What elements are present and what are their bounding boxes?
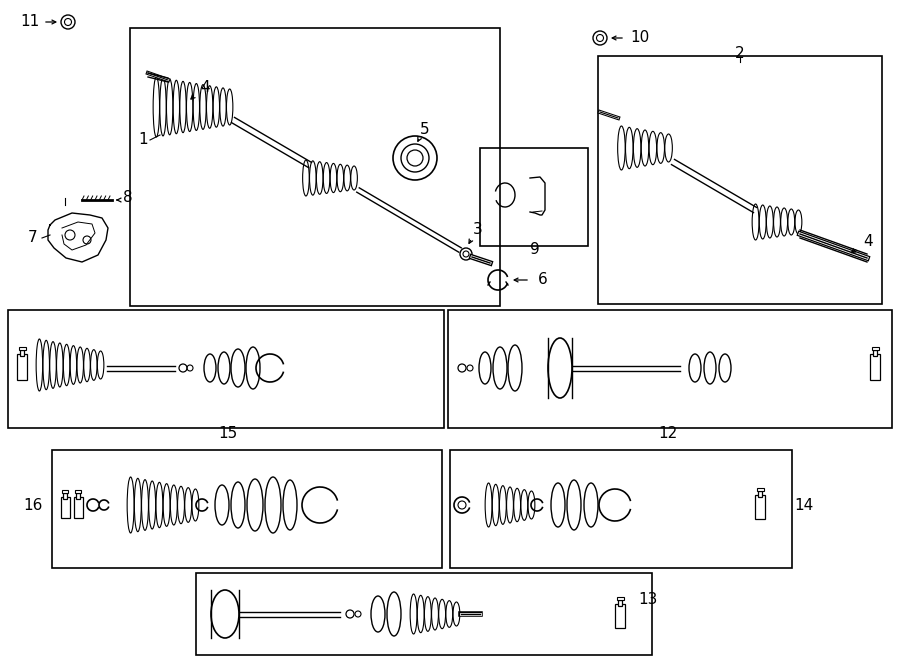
Bar (755, 495, 765, 519)
Bar (615, 604, 625, 628)
Ellipse shape (247, 479, 263, 531)
Text: 11: 11 (21, 15, 40, 30)
Ellipse shape (387, 592, 401, 636)
Text: 7: 7 (28, 231, 38, 245)
Bar (19, 347, 25, 350)
Text: 9: 9 (530, 243, 540, 258)
Ellipse shape (218, 352, 230, 384)
Circle shape (61, 15, 75, 29)
Ellipse shape (704, 352, 716, 384)
Ellipse shape (265, 477, 281, 533)
Text: 8: 8 (123, 190, 133, 206)
Text: 1: 1 (139, 132, 148, 147)
Bar (60, 496, 69, 518)
Circle shape (393, 136, 437, 180)
Bar (196, 573, 652, 655)
Text: 10: 10 (630, 30, 650, 46)
Text: 2: 2 (735, 46, 745, 61)
Bar (76, 492, 80, 498)
Text: 4: 4 (200, 81, 210, 95)
Ellipse shape (567, 480, 581, 530)
Bar (617, 600, 622, 606)
Bar (450, 450, 792, 568)
Bar (757, 488, 763, 491)
Bar (870, 354, 880, 380)
Text: 4: 4 (863, 235, 873, 249)
Text: 13: 13 (638, 592, 658, 607)
Ellipse shape (551, 483, 565, 527)
Bar (873, 350, 878, 356)
Ellipse shape (215, 485, 229, 525)
Ellipse shape (211, 590, 239, 638)
Bar (130, 28, 500, 306)
Text: 14: 14 (795, 498, 814, 512)
Bar (480, 148, 588, 246)
Bar (8, 310, 444, 428)
Ellipse shape (231, 482, 245, 528)
Ellipse shape (689, 354, 701, 382)
Ellipse shape (508, 345, 522, 391)
Bar (598, 56, 882, 304)
Bar (63, 492, 67, 498)
Bar (616, 597, 624, 600)
Bar (52, 450, 442, 568)
Ellipse shape (246, 347, 260, 389)
Bar (758, 491, 762, 497)
Bar (74, 496, 83, 518)
Text: 3: 3 (473, 223, 483, 237)
Ellipse shape (231, 349, 245, 387)
Bar (62, 490, 68, 492)
Circle shape (593, 31, 607, 45)
Bar (448, 310, 892, 428)
Text: 16: 16 (23, 498, 42, 512)
Ellipse shape (584, 483, 598, 527)
Text: 12: 12 (659, 426, 678, 440)
Bar (75, 490, 81, 492)
Ellipse shape (283, 480, 297, 530)
Ellipse shape (548, 338, 572, 398)
Ellipse shape (493, 347, 507, 389)
Text: 6: 6 (538, 272, 548, 288)
Bar (871, 347, 878, 350)
Text: 15: 15 (219, 426, 238, 440)
Bar (17, 354, 27, 380)
Ellipse shape (719, 354, 731, 382)
Ellipse shape (479, 352, 491, 384)
Bar (20, 350, 24, 356)
Circle shape (460, 248, 472, 260)
Ellipse shape (204, 354, 216, 382)
Text: 5: 5 (420, 122, 430, 137)
Ellipse shape (371, 596, 385, 632)
